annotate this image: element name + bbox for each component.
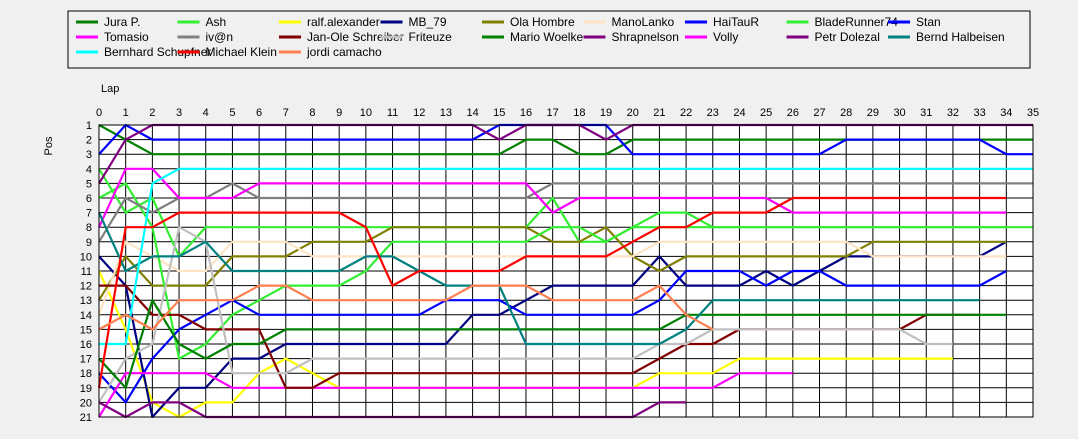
legend-label: Bernhard Schupfner (104, 45, 211, 59)
x-tick-label: 35 (1027, 107, 1039, 119)
y-tick-label: 21 (80, 412, 92, 424)
x-tick-label: 28 (840, 107, 852, 119)
x-tick-label: 24 (733, 107, 745, 119)
legend-label: Petr Dolezal (815, 30, 880, 44)
y-tick-label: 20 (80, 397, 92, 409)
x-tick-label: 20 (627, 107, 639, 119)
x-tick-label: 19 (600, 107, 612, 119)
x-tick-label: 11 (387, 107, 398, 119)
legend-label: ralf.alexander (307, 15, 380, 29)
y-tick-label: 15 (80, 324, 92, 336)
series-line (97, 196, 1007, 388)
legend-label: Bernd Halbeisen (916, 30, 1005, 44)
y-tick-label: 18 (80, 368, 92, 380)
x-tick-label: 18 (573, 107, 585, 119)
legend-label: Stan (916, 15, 941, 29)
x-tick-label: 6 (256, 107, 262, 119)
x-tick-label: 14 (466, 107, 478, 119)
x-tick-label: 8 (309, 107, 315, 119)
x-tick-label: 26 (787, 107, 799, 119)
x-tick-label: 7 (283, 107, 289, 119)
y-tick-label: 10 (80, 251, 92, 263)
series-line (97, 167, 1007, 228)
x-tick-label: 31 (920, 107, 932, 119)
x-tick-label: 9 (336, 107, 342, 119)
x-tick-label: 5 (229, 107, 235, 119)
series-line (98, 182, 1007, 360)
y-tick-label: 6 (86, 193, 92, 205)
legend-label: jordi camacho (306, 45, 382, 59)
y-tick-label: 17 (80, 354, 92, 366)
y-tick-label: 5 (86, 178, 92, 190)
legend-label: Ola Hombre (510, 15, 575, 29)
series-line (98, 284, 714, 331)
y-tick-label: 13 (80, 295, 92, 307)
legend-label: iv@n (206, 30, 234, 44)
x-tick-label: 25 (760, 107, 772, 119)
x-tick-label: 33 (974, 107, 986, 119)
series-line (99, 167, 1033, 346)
y-tick-label: 7 (86, 208, 92, 220)
x-tick-label: 4 (203, 107, 209, 119)
legend (67, 10, 1031, 69)
y-tick-label: 9 (86, 237, 92, 249)
y-tick-label: 8 (86, 222, 92, 234)
x-tick-label: 10 (360, 107, 372, 119)
x-tick-label: 34 (1000, 107, 1012, 119)
y-tick-label: 2 (86, 135, 92, 147)
x-tick-label: 32 (947, 107, 959, 119)
y-tick-label: 11 (81, 266, 92, 278)
y-tick-label: 3 (86, 149, 92, 161)
x-axis-title: Lap (101, 83, 119, 95)
y-tick-label: 19 (80, 383, 92, 395)
x-tick-label: 0 (96, 107, 102, 119)
x-tick-label: 15 (493, 107, 505, 119)
x-tick-label: 16 (520, 107, 532, 119)
series-line (97, 212, 980, 346)
legend-label: Jura P. (104, 15, 140, 29)
series-line (98, 226, 1007, 301)
legend-label: Jan-Ole Schreiber (307, 30, 404, 44)
legend-label: MB_79 (409, 15, 447, 29)
series-line (98, 182, 1033, 243)
y-tick-label: 12 (80, 281, 92, 293)
legend-label: Michael Klein (206, 45, 277, 59)
x-tick-label: 27 (813, 107, 825, 119)
series-line (98, 269, 1007, 404)
series-line (98, 372, 793, 418)
x-tick-label: 3 (176, 107, 182, 119)
x-tick-label: 1 (123, 107, 129, 119)
y-tick-label: 4 (86, 164, 92, 176)
y-tick-label: 16 (80, 339, 92, 351)
legend-label: HaiTauR (713, 15, 759, 29)
x-tick-label: 12 (413, 107, 425, 119)
legend-label: ManoLanko (612, 15, 675, 29)
y-axis-title: Pos (43, 136, 55, 155)
plot-frame (98, 124, 1034, 418)
legend-label: Mario Woelke (510, 30, 583, 44)
x-tick-label: 13 (440, 107, 452, 119)
legend-label: Volly (713, 30, 738, 44)
x-tick-label: 2 (149, 107, 155, 119)
x-tick-label: 29 (867, 107, 879, 119)
legend-label: BladeRunner74 (815, 15, 899, 29)
legend-label: Shrapnelson (612, 30, 679, 44)
x-tick-label: 21 (653, 107, 665, 119)
legend-label: Tomasio (104, 30, 149, 44)
series-line (98, 240, 1007, 419)
y-tick-label: 14 (80, 310, 92, 322)
x-tick-label: 30 (893, 107, 905, 119)
series-line (98, 299, 1007, 389)
legend-label: Friteuze (409, 30, 453, 44)
x-tick-label: 22 (680, 107, 692, 119)
series-line (98, 226, 953, 403)
legend-label: Ash (206, 15, 227, 29)
y-tick-label: 1 (86, 120, 92, 132)
x-tick-label: 23 (707, 107, 719, 119)
x-tick-label: 17 (547, 107, 559, 119)
